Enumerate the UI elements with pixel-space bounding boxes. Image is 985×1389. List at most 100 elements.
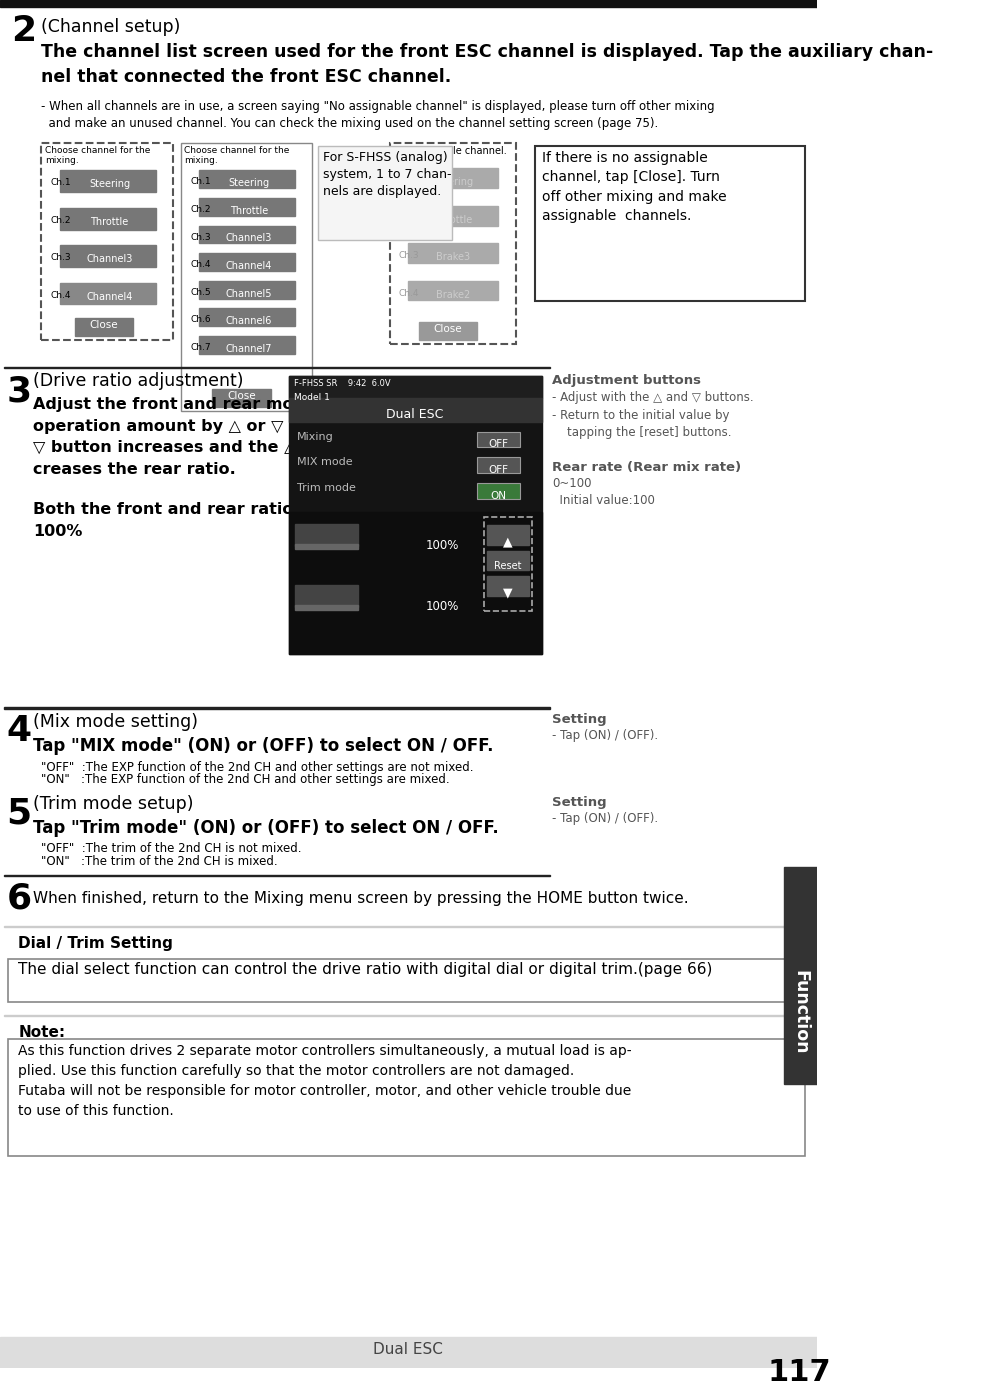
Text: 5: 5	[7, 796, 32, 831]
Text: "OFF"  :The EXP function of the 2nd CH and other settings are not mixed.: "OFF" :The EXP function of the 2nd CH an…	[41, 761, 474, 774]
Bar	[199, 171, 296, 188]
Bar	[8, 1039, 805, 1156]
Text: ON: ON	[491, 490, 506, 500]
Bar	[408, 281, 497, 300]
Text: For S-FHSS (analog)
system, 1 to 7 chan-
nels are displayed.: For S-FHSS (analog) system, 1 to 7 chan-…	[323, 151, 451, 197]
Text: Steering: Steering	[89, 179, 130, 189]
Text: Setting: Setting	[552, 796, 607, 808]
Text: Brake3: Brake3	[436, 253, 470, 263]
Bar	[60, 208, 156, 229]
Text: Ch.4: Ch.4	[398, 289, 419, 297]
Text: 100%: 100%	[426, 600, 459, 613]
Text: Ch.1: Ch.1	[190, 178, 211, 186]
Text: No assignable channel.: No assignable channel.	[393, 146, 507, 156]
Text: F-FHSS SR    9:42  6.0V: F-FHSS SR 9:42 6.0V	[294, 379, 390, 389]
Bar	[0, 0, 818, 7]
Text: Dual ESC: Dual ESC	[373, 1342, 443, 1357]
Text: Function: Function	[792, 971, 810, 1054]
Text: Throttle: Throttle	[91, 217, 129, 226]
Text: Tap "MIX mode" (ON) or (OFF) to select ON / OFF.: Tap "MIX mode" (ON) or (OFF) to select O…	[33, 738, 493, 756]
Bar	[181, 143, 312, 411]
Text: Ch.4: Ch.4	[50, 290, 71, 300]
Text: Channel5: Channel5	[226, 289, 272, 299]
Bar	[199, 281, 296, 299]
Text: Brake2: Brake2	[436, 290, 470, 300]
Text: - Tap (ON) / (OFF).: - Tap (ON) / (OFF).	[552, 729, 658, 742]
Text: Ch.6: Ch.6	[190, 315, 211, 324]
Text: Ch.2: Ch.2	[190, 206, 211, 214]
Text: - Return to the initial value by
    tapping the [reset] buttons.: - Return to the initial value by tapping…	[552, 408, 731, 439]
Bar	[60, 246, 156, 267]
Text: The channel list screen used for the front ESC channel is displayed. Tap the aux: The channel list screen used for the fro…	[41, 43, 934, 86]
Text: Rear rate (Rear mix rate): Rear rate (Rear mix rate)	[552, 461, 741, 474]
Bar	[8, 958, 805, 1001]
Text: Ch.2: Ch.2	[398, 214, 419, 222]
Text: Channel4: Channel4	[87, 292, 133, 301]
Bar	[408, 243, 497, 263]
Text: Steering: Steering	[229, 178, 270, 189]
Text: Steering: Steering	[432, 178, 474, 188]
Bar	[784, 867, 818, 1083]
Bar	[60, 283, 156, 304]
Bar	[390, 143, 516, 344]
Text: Channel4: Channel4	[226, 261, 272, 271]
Bar	[0, 1338, 818, 1368]
Text: (Drive ratio adjustment): (Drive ratio adjustment)	[33, 372, 243, 390]
Bar	[199, 199, 296, 215]
Text: ▲: ▲	[503, 535, 512, 549]
Bar	[289, 399, 542, 422]
Text: "ON"   :The trim of the 2nd CH is mixed.: "ON" :The trim of the 2nd CH is mixed.	[41, 856, 278, 868]
Text: (Trim mode setup): (Trim mode setup)	[33, 795, 194, 813]
Text: When finished, return to the Mixing menu screen by pressing the HOME button twic: When finished, return to the Mixing menu…	[33, 890, 689, 906]
Text: Choose channel for the
mixing.: Choose channel for the mixing.	[44, 146, 150, 165]
Text: 117: 117	[767, 1357, 831, 1386]
Text: Close: Close	[90, 321, 118, 331]
Text: Ch.5: Ch.5	[190, 288, 211, 297]
Bar	[477, 432, 520, 447]
Bar	[289, 376, 542, 399]
Text: Ch.1: Ch.1	[50, 178, 71, 188]
Bar	[488, 525, 529, 544]
Bar	[199, 253, 296, 271]
Text: Close: Close	[433, 324, 462, 335]
Text: 6: 6	[7, 882, 32, 915]
Bar	[296, 544, 358, 549]
Text: Model 1: Model 1	[294, 393, 330, 401]
Text: (Channel setup): (Channel setup)	[41, 18, 181, 36]
Bar	[289, 376, 542, 654]
Bar	[199, 336, 296, 354]
Text: Mixing: Mixing	[297, 432, 334, 442]
Text: Ch.7: Ch.7	[190, 343, 211, 351]
Text: Both the front and rear ratios become
100%: Both the front and rear ratios become 10…	[33, 503, 379, 539]
Bar	[408, 168, 497, 188]
Text: - Tap (ON) / (OFF).: - Tap (ON) / (OFF).	[552, 811, 658, 825]
Text: ▼: ▼	[503, 586, 512, 599]
Text: Ch.3: Ch.3	[190, 232, 211, 242]
Text: Dial / Trim Setting: Dial / Trim Setting	[19, 936, 173, 951]
Text: The dial select function can control the drive ratio with digital dial or digita: The dial select function can control the…	[19, 961, 712, 976]
Text: Throttle: Throttle	[434, 215, 472, 225]
Text: 100%: 100%	[426, 539, 459, 551]
Text: Setting: Setting	[552, 714, 607, 726]
Text: 4: 4	[7, 714, 32, 749]
Bar	[75, 318, 133, 336]
Text: Choose channel for the
mixing.: Choose channel for the mixing.	[184, 146, 290, 165]
Bar	[41, 143, 172, 340]
Text: - Adjust with the △ and ▽ buttons.: - Adjust with the △ and ▽ buttons.	[552, 392, 754, 404]
Bar	[488, 576, 529, 596]
Bar	[4, 367, 551, 368]
Bar	[484, 517, 532, 611]
Text: "ON"   :The EXP function of the 2nd CH and other settings are mixed.: "ON" :The EXP function of the 2nd CH and…	[41, 774, 450, 786]
Text: Ch.4: Ch.4	[190, 260, 211, 269]
Text: 2: 2	[12, 14, 36, 47]
Bar	[4, 707, 551, 708]
Bar	[296, 606, 358, 610]
Bar	[408, 206, 497, 225]
Text: Close: Close	[228, 392, 256, 401]
Text: As this function drives 2 separate motor controllers simultaneously, a mutual lo: As this function drives 2 separate motor…	[19, 1045, 632, 1118]
Text: Channel3: Channel3	[226, 233, 272, 243]
Bar	[296, 585, 358, 607]
Text: Channel3: Channel3	[87, 254, 133, 264]
Text: Ch.1: Ch.1	[398, 176, 419, 185]
Text: Tap "Trim mode" (ON) or (OFF) to select ON / OFF.: Tap "Trim mode" (ON) or (OFF) to select …	[33, 818, 499, 836]
